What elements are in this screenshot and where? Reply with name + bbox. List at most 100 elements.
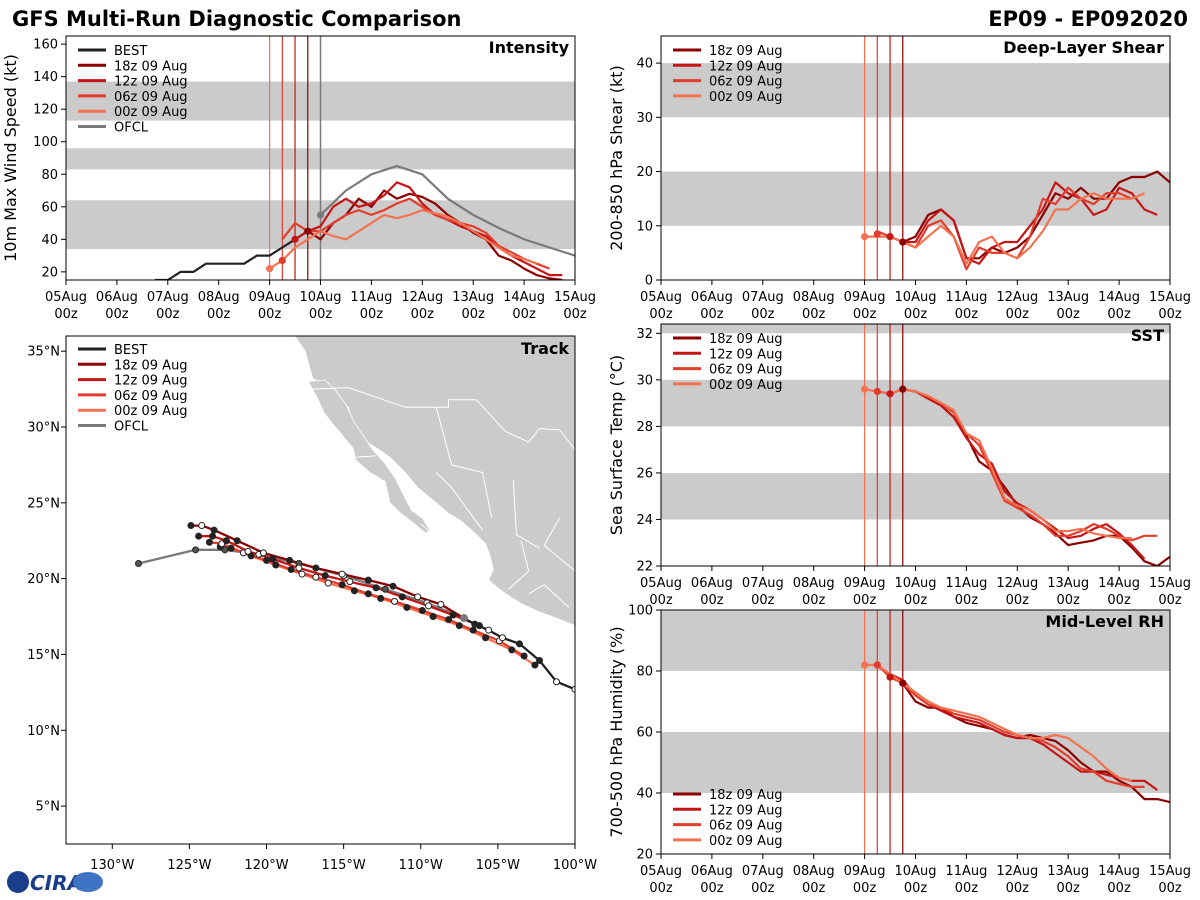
x-tick-label-hour: 00z <box>751 593 775 608</box>
x-tick-label-hour: 00z <box>700 593 724 608</box>
x-tick-label-day: 14Aug <box>503 290 545 305</box>
x-tick-label-day: 13Aug <box>1047 290 1089 305</box>
track-point-00z <box>350 587 358 595</box>
x-tick-label-day: 14Aug <box>1098 290 1140 305</box>
legend-label: 06z 09 Aug <box>114 90 188 105</box>
series-line-ofcl <box>319 165 575 257</box>
panel-title: Mid-Level RH <box>1045 612 1164 631</box>
track-point-00z <box>403 603 411 611</box>
x-tick-label-day: 13Aug <box>1047 576 1089 591</box>
series-line-18z <box>307 189 563 280</box>
x-tick-label-hour: 00z <box>309 307 333 322</box>
x-tick-label-day: 09Aug <box>844 290 886 305</box>
y-axis-label: 700-500 hPa Humidity (%) <box>607 626 626 837</box>
track-point-00z <box>508 646 516 654</box>
legend-label: 18z 09 Aug <box>709 788 783 803</box>
x-tick-label-hour: 00z <box>904 881 928 896</box>
y-tick-label: 10 <box>636 219 653 234</box>
track-point-ofcl <box>381 585 389 593</box>
x-tick-label-hour: 00z <box>105 307 129 322</box>
x-tick-label-day: 10Aug <box>895 576 937 591</box>
track-point-12z <box>449 611 457 619</box>
legend-label: 00z 09 Aug <box>709 90 783 105</box>
init-point <box>899 238 907 246</box>
shaded-band <box>661 63 1170 118</box>
shaded-band <box>661 171 1170 226</box>
y-axis-label: 10m Max Wind Speed (kt) <box>1 54 20 262</box>
track-point-06z <box>287 566 295 574</box>
track-point-06z <box>391 597 399 605</box>
figure-title: GFS Multi-Run Diagnostic Comparison <box>12 7 461 31</box>
ofcl-start-point <box>459 614 468 623</box>
x-tick-label-hour: 00z <box>54 307 78 322</box>
legend-label: BEST <box>114 44 147 59</box>
y-tick-label: 80 <box>636 665 653 680</box>
x-tick-label-day: 12Aug <box>401 290 443 305</box>
series-line-00z <box>864 192 1145 265</box>
x-tick-label-day: 15Aug <box>1149 864 1191 879</box>
legend-label: 00z 09 Aug <box>114 105 188 120</box>
y-tick-label: 10°N <box>27 724 60 739</box>
x-tick-label-day: 09Aug <box>844 864 886 879</box>
y-tick-label: 26 <box>636 466 653 481</box>
legend-label: BEST <box>114 343 147 358</box>
x-tick-label-day: 09Aug <box>844 576 886 591</box>
x-tick-label-hour: 00z <box>1006 307 1030 322</box>
x-tick-label-hour: 00z <box>649 307 673 322</box>
x-tick-label-day: 09Aug <box>249 290 291 305</box>
series-line-00z <box>864 663 1133 782</box>
rh-panel: 20 40 60 80 100 05Aug 00z 06Aug 00z 07Aug 00z 08Aug… <box>607 604 1191 897</box>
init-point <box>304 227 312 235</box>
x-tick-label-day: 15Aug <box>1149 290 1191 305</box>
track-point-12z <box>424 602 432 610</box>
legend-label: 18z 09 Aug <box>709 44 783 59</box>
x-tick-label-day: 06Aug <box>691 576 733 591</box>
x-tick-label-day: 13Aug <box>1047 864 1089 879</box>
track-point-00z <box>227 544 235 552</box>
y-tick-label: 5°N <box>36 800 61 815</box>
series-line-12z <box>889 388 1146 560</box>
x-tick-label: 130°W <box>90 858 134 873</box>
x-tick-label-day: 11Aug <box>945 290 987 305</box>
track-point-18z <box>364 576 372 584</box>
track-point-18z <box>233 537 241 545</box>
shaded-band <box>661 732 1170 793</box>
init-point <box>861 233 869 241</box>
x-tick-label-hour: 00z <box>955 881 979 896</box>
legend-label: 06z 09 Aug <box>709 363 783 378</box>
x-tick-label-hour: 00z <box>462 307 486 322</box>
plot-area <box>661 610 1170 854</box>
x-tick-label-hour: 00z <box>563 307 587 322</box>
legend-label: 12z 09 Aug <box>114 75 188 90</box>
x-tick-label: 125°W <box>167 858 211 873</box>
track-point-00z <box>324 579 332 587</box>
track-point-best <box>571 685 575 693</box>
track-point-12z <box>244 547 252 555</box>
track-point-18z <box>259 549 267 557</box>
init-point <box>873 230 881 238</box>
x-tick-label-day: 13Aug <box>452 290 494 305</box>
x-tick-label-day: 07Aug <box>742 864 784 879</box>
y-tick-label: 160 <box>33 38 58 53</box>
y-tick-label: 28 <box>636 420 653 435</box>
x-tick-label-hour: 00z <box>802 881 826 896</box>
legend-label: 12z 09 Aug <box>709 803 783 818</box>
y-tick-label: 30°N <box>27 420 60 435</box>
y-axis-label: Sea Surface Temp (°C) <box>607 355 626 535</box>
shaded-band <box>661 379 1170 427</box>
track-point-00z <box>455 622 463 630</box>
track-point-06z <box>263 556 271 564</box>
y-tick-label: 24 <box>636 513 653 528</box>
y-tick-label: 0 <box>645 274 653 289</box>
legend-label: 12z 09 Aug <box>709 59 783 74</box>
x-tick-label-hour: 00z <box>1057 881 1081 896</box>
political-border <box>512 480 540 549</box>
track-point-best <box>536 657 544 665</box>
political-border <box>435 407 493 519</box>
legend-label: 00z 09 Aug <box>709 834 783 849</box>
x-tick-label-day: 08Aug <box>793 864 835 879</box>
track-point-12z <box>222 537 230 545</box>
track-point-06z <box>364 590 372 598</box>
legend-label: 12z 09 Aug <box>114 374 188 389</box>
